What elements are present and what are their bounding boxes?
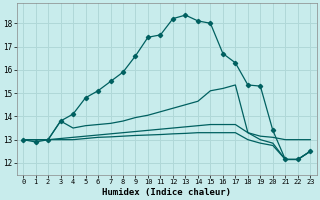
X-axis label: Humidex (Indice chaleur): Humidex (Indice chaleur): [102, 188, 231, 197]
